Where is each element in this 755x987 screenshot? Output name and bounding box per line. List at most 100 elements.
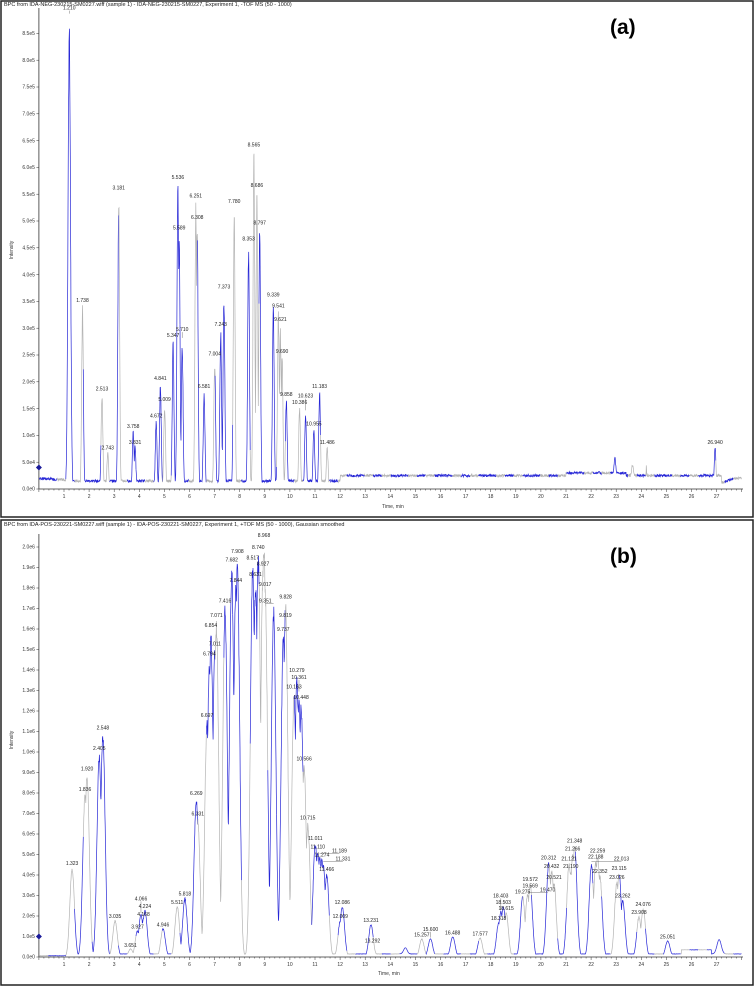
trace-segment bbox=[346, 473, 356, 478]
peak-label: 9.351 bbox=[259, 598, 272, 604]
x-tick-label: 6 bbox=[188, 962, 191, 968]
trace-segment bbox=[197, 240, 207, 483]
trace-segment bbox=[179, 324, 190, 484]
peak-label: 3.927 bbox=[131, 924, 144, 930]
peak-label: 9.737 bbox=[277, 627, 290, 633]
peak-label: 9.621 bbox=[274, 317, 287, 323]
peak-label: 19.569 bbox=[522, 883, 538, 889]
trace-segment bbox=[724, 953, 734, 955]
trace-segment bbox=[39, 476, 49, 481]
peak-label: 4.946 bbox=[157, 922, 170, 928]
x-tick-label: 16 bbox=[438, 494, 444, 500]
y-tick-label: 1.0e6 bbox=[22, 750, 35, 756]
panel-a-chart: BPC from IDA-NEG-230215-SM0227.wiff (sam… bbox=[4, 2, 743, 510]
peak-label: 5.009 bbox=[158, 397, 171, 403]
trace-segment bbox=[118, 206, 128, 483]
trace-segment bbox=[452, 473, 462, 478]
x-tick-label: 1 bbox=[63, 962, 66, 968]
x-tick-label: 25 bbox=[664, 962, 670, 968]
peak-label: 5.536 bbox=[172, 175, 185, 181]
peak-label: 1.323 bbox=[66, 861, 79, 867]
y-tick-label: 1.7e6 bbox=[22, 606, 35, 612]
peak-label: 23.908 bbox=[631, 910, 647, 916]
trace-segment bbox=[689, 473, 699, 478]
x-tick-label: 22 bbox=[588, 962, 594, 968]
trace-segment bbox=[627, 931, 638, 955]
trace-segment bbox=[399, 473, 409, 478]
trace-segment bbox=[82, 777, 93, 942]
trace-segment bbox=[540, 862, 550, 955]
peak-label: 11.274 bbox=[314, 853, 329, 859]
peak-label: 9.541 bbox=[272, 303, 285, 309]
y-tick-label: 7.5e5 bbox=[22, 85, 35, 91]
trace-segment bbox=[188, 202, 198, 484]
trace-segment bbox=[293, 676, 304, 772]
trace-segment bbox=[258, 233, 269, 484]
x-tick-label: 22 bbox=[588, 494, 594, 500]
y-tick-label: 0.0e0 bbox=[22, 955, 35, 961]
trace-segment bbox=[566, 470, 576, 476]
peak-label: 11.183 bbox=[312, 384, 327, 390]
y-tick-label: 1.5e6 bbox=[22, 647, 35, 653]
trace-segment bbox=[522, 884, 532, 923]
trace-segment bbox=[47, 476, 58, 482]
trace-segment bbox=[680, 473, 690, 478]
trace-segment bbox=[671, 473, 682, 478]
trace-segment bbox=[285, 400, 295, 483]
trace-segment bbox=[636, 473, 646, 479]
trace-segment bbox=[144, 909, 154, 955]
x-tick-label: 8 bbox=[238, 962, 241, 968]
peak-label: 22.259 bbox=[590, 849, 606, 855]
peak-label: 1.738 bbox=[76, 298, 89, 304]
trace-segment bbox=[179, 896, 190, 945]
x-tick-label: 12 bbox=[337, 962, 343, 968]
peak-label: 24.076 bbox=[636, 902, 652, 908]
y-tick-label: 2.0e6 bbox=[22, 545, 35, 551]
peak-label: 8.631 bbox=[249, 572, 262, 578]
y-tick-label: 2.0e5 bbox=[22, 380, 35, 386]
peak-label: 4.066 bbox=[135, 896, 148, 902]
trace-segment bbox=[531, 473, 541, 478]
peak-label: 13.292 bbox=[365, 939, 381, 945]
trace-segment bbox=[425, 938, 436, 955]
trace-segment bbox=[583, 471, 594, 476]
y-tick-label: 1.5e5 bbox=[22, 406, 35, 412]
x-tick-label: 18 bbox=[488, 962, 494, 968]
trace-segment bbox=[408, 952, 418, 955]
trace-segment bbox=[522, 472, 532, 478]
peak-label: 20.432 bbox=[544, 864, 560, 870]
trace-segment bbox=[328, 478, 339, 483]
y-tick-label: 3.0e5 bbox=[22, 893, 35, 899]
peak-label: 8.565 bbox=[248, 143, 261, 149]
trace-segment bbox=[618, 874, 629, 954]
trace-segment bbox=[715, 460, 725, 484]
trace-segment bbox=[74, 836, 84, 955]
peak-label: 18.615 bbox=[498, 906, 514, 912]
trace-segment bbox=[372, 473, 382, 478]
peak-label: 26.940 bbox=[707, 440, 723, 446]
x-tick-label: 10 bbox=[287, 962, 293, 968]
trace-segment bbox=[724, 476, 734, 484]
trace-segment bbox=[241, 743, 251, 955]
peak-label: 18.503 bbox=[496, 900, 512, 906]
trace-segment bbox=[575, 851, 585, 955]
trace-segment bbox=[364, 473, 374, 478]
peak-label: 21.121 bbox=[561, 857, 577, 863]
y-axis-marker-icon bbox=[35, 933, 42, 940]
y-tick-label: 6.0e5 bbox=[22, 832, 35, 838]
trace-segment bbox=[171, 906, 181, 955]
x-tick-label: 2 bbox=[88, 494, 91, 500]
peak-label: 19.470 bbox=[540, 888, 556, 894]
x-tick-label: 23 bbox=[613, 962, 619, 968]
trace-segment bbox=[65, 28, 75, 483]
trace-segment bbox=[311, 392, 321, 483]
trace-segment bbox=[57, 955, 67, 957]
trace-segment bbox=[680, 949, 690, 955]
trace-segment bbox=[91, 754, 102, 953]
y-tick-label: 1.0e5 bbox=[22, 433, 35, 439]
peak-label: 12.009 bbox=[333, 914, 349, 920]
x-axis-label: Time, min bbox=[382, 504, 404, 510]
trace-segment bbox=[74, 305, 84, 484]
peak-label: 6.308 bbox=[191, 215, 204, 221]
y-tick-label: 1.2e6 bbox=[22, 709, 35, 715]
